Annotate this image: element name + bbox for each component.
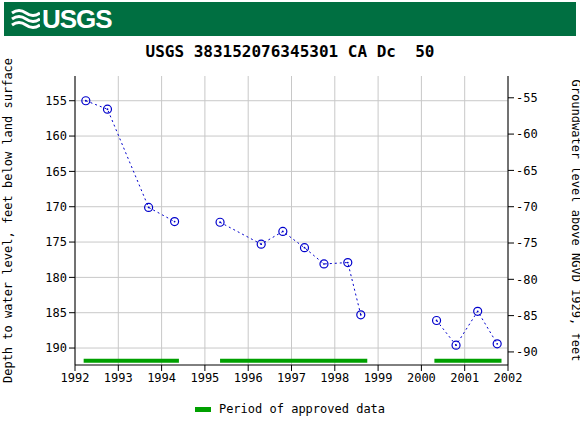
svg-text:1998: 1998: [320, 371, 349, 385]
svg-text:-55: -55: [516, 91, 538, 105]
svg-text:2000: 2000: [407, 371, 436, 385]
svg-text:-65: -65: [516, 164, 538, 178]
svg-text:2002: 2002: [494, 371, 523, 385]
svg-text:-75: -75: [516, 236, 538, 250]
svg-text:175: 175: [45, 235, 67, 249]
svg-text:2001: 2001: [450, 371, 479, 385]
svg-text:185: 185: [45, 306, 67, 320]
svg-text:-80: -80: [516, 273, 538, 287]
svg-text:1996: 1996: [234, 371, 263, 385]
svg-text:1995: 1995: [190, 371, 219, 385]
svg-text:1992: 1992: [61, 371, 90, 385]
html-text:USGS 383152076345301 CA Dc 50: USGS 383152076345301 CA Dc 50: [145, 42, 435, 61]
svg-text:-70: -70: [516, 200, 538, 214]
html-text:Period of approved data: Period of approved data: [218, 402, 386, 416]
svg-text:Groundwater level above NGVD 1: Groundwater level above NGVD 1929, feet: [569, 80, 572, 362]
svg-text:1993: 1993: [104, 371, 133, 385]
svg-text:160: 160: [45, 129, 67, 143]
svg-text:190: 190: [45, 341, 67, 355]
svg-text:-90: -90: [516, 345, 538, 359]
svg-text:165: 165: [45, 165, 67, 179]
svg-text:-60: -60: [516, 127, 538, 141]
svg-text:1994: 1994: [147, 371, 176, 385]
svg-text:155: 155: [45, 94, 67, 108]
html-text:USGS: USGS: [42, 3, 112, 34]
svg-text:170: 170: [45, 200, 67, 214]
svg-text:-85: -85: [516, 309, 538, 323]
svg-text:180: 180: [45, 271, 67, 285]
svg-text:1997: 1997: [277, 371, 306, 385]
svg-text:Depth to water level, feet bel: Depth to water level, feet below land su…: [8, 58, 15, 383]
svg-text:1999: 1999: [364, 371, 393, 385]
